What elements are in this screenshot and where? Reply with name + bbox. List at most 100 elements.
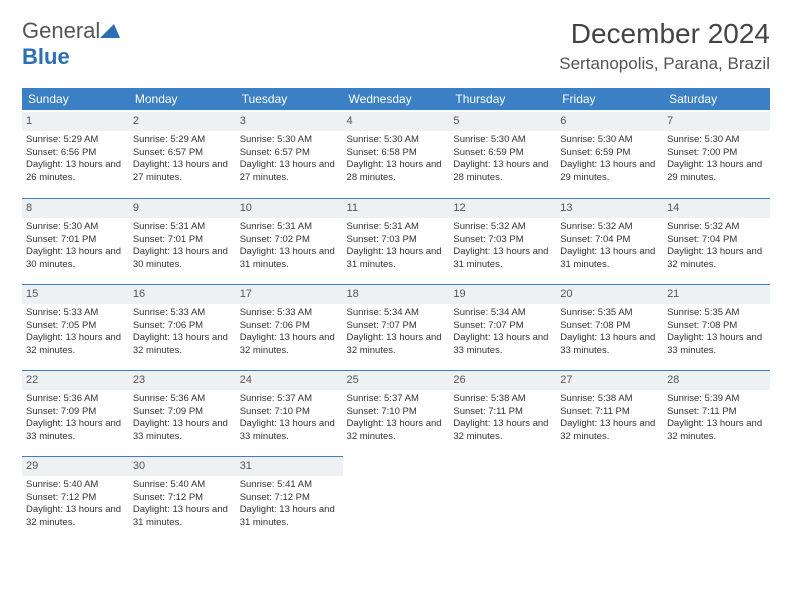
daylight-line: Daylight: 13 hours and 31 minutes. — [347, 246, 446, 272]
daylight-line: Daylight: 13 hours and 32 minutes. — [667, 246, 766, 272]
brand-word2: Blue — [22, 44, 70, 69]
daylight-line: Daylight: 13 hours and 33 minutes. — [667, 332, 766, 358]
day-number: 30 — [129, 456, 236, 476]
day-number: 9 — [129, 198, 236, 218]
sunrise-line: Sunrise: 5:36 AM — [133, 393, 232, 406]
sunset-line: Sunset: 7:08 PM — [560, 320, 659, 333]
calendar-cell: 1Sunrise: 5:29 AMSunset: 6:56 PMDaylight… — [22, 110, 129, 196]
sunset-line: Sunset: 6:56 PM — [26, 147, 125, 160]
sunset-line: Sunset: 7:12 PM — [240, 492, 339, 505]
daylight-line: Daylight: 13 hours and 30 minutes. — [26, 246, 125, 272]
calendar-row: 22Sunrise: 5:36 AMSunset: 7:09 PMDayligh… — [22, 368, 770, 454]
daylight-line: Daylight: 13 hours and 29 minutes. — [667, 159, 766, 185]
sunrise-line: Sunrise: 5:40 AM — [133, 479, 232, 492]
daylight-line: Daylight: 13 hours and 27 minutes. — [240, 159, 339, 185]
sunset-line: Sunset: 7:05 PM — [26, 320, 125, 333]
daylight-line: Daylight: 13 hours and 33 minutes. — [133, 418, 232, 444]
sunset-line: Sunset: 7:03 PM — [453, 234, 552, 247]
calendar-cell: 16Sunrise: 5:33 AMSunset: 7:06 PMDayligh… — [129, 282, 236, 368]
header: General Blue December 2024 Sertanopolis,… — [22, 18, 770, 74]
sunset-line: Sunset: 7:00 PM — [667, 147, 766, 160]
calendar-cell: 15Sunrise: 5:33 AMSunset: 7:05 PMDayligh… — [22, 282, 129, 368]
calendar-cell: 2Sunrise: 5:29 AMSunset: 6:57 PMDaylight… — [129, 110, 236, 196]
daylight-line: Daylight: 13 hours and 31 minutes. — [240, 246, 339, 272]
day-number: 16 — [129, 284, 236, 304]
brand-logo: General Blue — [22, 18, 120, 70]
calendar-row: 29Sunrise: 5:40 AMSunset: 7:12 PMDayligh… — [22, 454, 770, 540]
calendar-cell: 27Sunrise: 5:38 AMSunset: 7:11 PMDayligh… — [556, 368, 663, 454]
calendar-cell: 28Sunrise: 5:39 AMSunset: 7:11 PMDayligh… — [663, 368, 770, 454]
sunset-line: Sunset: 6:59 PM — [560, 147, 659, 160]
daylight-line: Daylight: 13 hours and 31 minutes. — [453, 246, 552, 272]
calendar-cell: 17Sunrise: 5:33 AMSunset: 7:06 PMDayligh… — [236, 282, 343, 368]
sunset-line: Sunset: 7:03 PM — [347, 234, 446, 247]
day-header: Sunday — [22, 88, 129, 110]
calendar-cell: 22Sunrise: 5:36 AMSunset: 7:09 PMDayligh… — [22, 368, 129, 454]
calendar-cell: 30Sunrise: 5:40 AMSunset: 7:12 PMDayligh… — [129, 454, 236, 540]
sunrise-line: Sunrise: 5:32 AM — [560, 221, 659, 234]
day-number: 31 — [236, 456, 343, 476]
sunrise-line: Sunrise: 5:39 AM — [667, 393, 766, 406]
daylight-line: Daylight: 13 hours and 26 minutes. — [26, 159, 125, 185]
calendar-cell: 21Sunrise: 5:35 AMSunset: 7:08 PMDayligh… — [663, 282, 770, 368]
calendar-cell: 5Sunrise: 5:30 AMSunset: 6:59 PMDaylight… — [449, 110, 556, 196]
day-number: 8 — [22, 198, 129, 218]
sunset-line: Sunset: 6:58 PM — [347, 147, 446, 160]
calendar-cell: 9Sunrise: 5:31 AMSunset: 7:01 PMDaylight… — [129, 196, 236, 282]
calendar-cell: 23Sunrise: 5:36 AMSunset: 7:09 PMDayligh… — [129, 368, 236, 454]
calendar-cell: 8Sunrise: 5:30 AMSunset: 7:01 PMDaylight… — [22, 196, 129, 282]
calendar-cell: 25Sunrise: 5:37 AMSunset: 7:10 PMDayligh… — [343, 368, 450, 454]
sunset-line: Sunset: 7:01 PM — [133, 234, 232, 247]
sunset-line: Sunset: 7:09 PM — [26, 406, 125, 419]
location-text: Sertanopolis, Parana, Brazil — [559, 54, 770, 74]
page-title: December 2024 — [559, 18, 770, 50]
sunrise-line: Sunrise: 5:41 AM — [240, 479, 339, 492]
sunset-line: Sunset: 7:06 PM — [240, 320, 339, 333]
daylight-line: Daylight: 13 hours and 32 minutes. — [667, 418, 766, 444]
sunset-line: Sunset: 7:12 PM — [26, 492, 125, 505]
sunrise-line: Sunrise: 5:38 AM — [560, 393, 659, 406]
daylight-line: Daylight: 13 hours and 33 minutes. — [453, 332, 552, 358]
daylight-line: Daylight: 13 hours and 33 minutes. — [26, 418, 125, 444]
sunset-line: Sunset: 6:59 PM — [453, 147, 552, 160]
day-number: 23 — [129, 370, 236, 390]
sunrise-line: Sunrise: 5:30 AM — [453, 134, 552, 147]
day-number: 19 — [449, 284, 556, 304]
calendar-cell: 7Sunrise: 5:30 AMSunset: 7:00 PMDaylight… — [663, 110, 770, 196]
calendar-cell: 3Sunrise: 5:30 AMSunset: 6:57 PMDaylight… — [236, 110, 343, 196]
day-number: 20 — [556, 284, 663, 304]
sunrise-line: Sunrise: 5:33 AM — [133, 307, 232, 320]
sunrise-line: Sunrise: 5:31 AM — [240, 221, 339, 234]
daylight-line: Daylight: 13 hours and 33 minutes. — [560, 332, 659, 358]
sunset-line: Sunset: 7:01 PM — [26, 234, 125, 247]
day-number: 18 — [343, 284, 450, 304]
day-number: 3 — [236, 112, 343, 131]
calendar-cell — [449, 454, 556, 540]
daylight-line: Daylight: 13 hours and 31 minutes. — [560, 246, 659, 272]
sunrise-line: Sunrise: 5:30 AM — [560, 134, 659, 147]
day-number: 17 — [236, 284, 343, 304]
daylight-line: Daylight: 13 hours and 32 minutes. — [347, 418, 446, 444]
daylight-line: Daylight: 13 hours and 28 minutes. — [453, 159, 552, 185]
day-number: 10 — [236, 198, 343, 218]
sunset-line: Sunset: 6:57 PM — [240, 147, 339, 160]
sunset-line: Sunset: 6:57 PM — [133, 147, 232, 160]
daylight-line: Daylight: 13 hours and 31 minutes. — [240, 504, 339, 530]
sunrise-line: Sunrise: 5:37 AM — [347, 393, 446, 406]
calendar-cell: 6Sunrise: 5:30 AMSunset: 6:59 PMDaylight… — [556, 110, 663, 196]
daylight-line: Daylight: 13 hours and 31 minutes. — [133, 504, 232, 530]
calendar-row: 8Sunrise: 5:30 AMSunset: 7:01 PMDaylight… — [22, 196, 770, 282]
day-number: 14 — [663, 198, 770, 218]
day-header: Monday — [129, 88, 236, 110]
day-number: 2 — [129, 112, 236, 131]
sunrise-line: Sunrise: 5:29 AM — [26, 134, 125, 147]
sunset-line: Sunset: 7:02 PM — [240, 234, 339, 247]
daylight-line: Daylight: 13 hours and 32 minutes. — [240, 332, 339, 358]
sunset-line: Sunset: 7:11 PM — [667, 406, 766, 419]
day-header: Wednesday — [343, 88, 450, 110]
calendar-cell: 29Sunrise: 5:40 AMSunset: 7:12 PMDayligh… — [22, 454, 129, 540]
sunrise-line: Sunrise: 5:31 AM — [347, 221, 446, 234]
sunrise-line: Sunrise: 5:32 AM — [667, 221, 766, 234]
day-number: 27 — [556, 370, 663, 390]
calendar-cell: 18Sunrise: 5:34 AMSunset: 7:07 PMDayligh… — [343, 282, 450, 368]
